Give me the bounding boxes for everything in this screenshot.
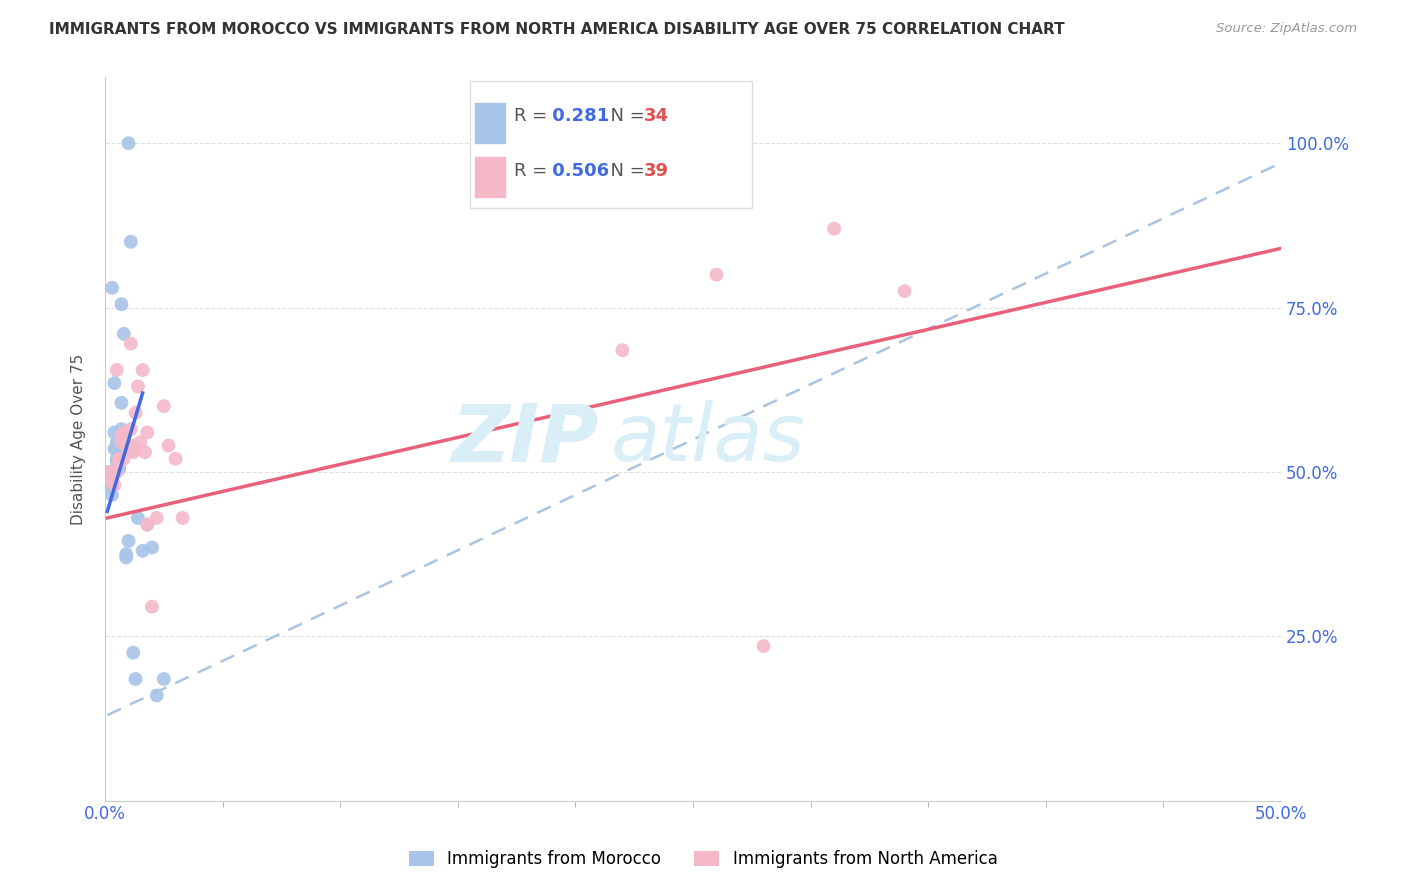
Text: R =: R = — [515, 162, 553, 180]
Point — [112, 425, 135, 440]
Point — [105, 442, 128, 456]
Point — [152, 672, 174, 686]
Point — [105, 435, 128, 450]
Point — [98, 475, 121, 489]
Point — [98, 465, 121, 479]
Text: IMMIGRANTS FROM MOROCCO VS IMMIGRANTS FROM NORTH AMERICA DISABILITY AGE OVER 75 : IMMIGRANTS FROM MOROCCO VS IMMIGRANTS FR… — [49, 22, 1064, 37]
Point — [127, 511, 149, 525]
Point — [103, 425, 125, 440]
Point — [108, 458, 131, 473]
Point — [108, 451, 131, 466]
Point — [145, 689, 167, 703]
Point — [120, 336, 142, 351]
Point — [108, 455, 131, 469]
Point — [122, 646, 145, 660]
Point — [124, 442, 146, 456]
Point — [122, 439, 145, 453]
Point — [165, 451, 187, 466]
Point — [893, 284, 915, 298]
Point — [124, 672, 146, 686]
Point — [752, 639, 775, 653]
Point — [112, 451, 135, 466]
Point — [120, 235, 142, 249]
Point — [131, 543, 153, 558]
Point — [103, 442, 125, 456]
Point — [127, 379, 149, 393]
Text: 0.506: 0.506 — [546, 162, 609, 180]
Point — [145, 511, 167, 525]
Bar — [475, 157, 505, 197]
Point — [103, 465, 125, 479]
Point — [129, 435, 152, 450]
Point — [110, 396, 132, 410]
Point — [152, 399, 174, 413]
Point — [110, 297, 132, 311]
Point — [157, 439, 180, 453]
Point — [706, 268, 728, 282]
Point — [108, 461, 131, 475]
Point — [136, 425, 159, 440]
Point — [122, 445, 145, 459]
Point — [115, 547, 138, 561]
Point — [105, 465, 128, 479]
Point — [115, 550, 138, 565]
Bar — [475, 103, 505, 143]
Point — [117, 533, 139, 548]
Point — [131, 363, 153, 377]
Text: ZIP: ZIP — [451, 400, 599, 478]
Point — [101, 481, 124, 495]
Point — [101, 281, 124, 295]
Point — [136, 517, 159, 532]
Point — [103, 465, 125, 479]
Point — [115, 439, 138, 453]
Point — [124, 406, 146, 420]
Point — [112, 326, 135, 341]
Point — [134, 445, 156, 459]
Text: N =: N = — [599, 162, 651, 180]
Y-axis label: Disability Age Over 75: Disability Age Over 75 — [72, 353, 86, 524]
Point — [98, 465, 121, 479]
Text: atlas: atlas — [610, 400, 806, 478]
Legend: Immigrants from Morocco, Immigrants from North America: Immigrants from Morocco, Immigrants from… — [402, 844, 1004, 875]
Point — [141, 541, 163, 555]
Point — [103, 376, 125, 391]
Point — [658, 136, 681, 151]
Point — [172, 511, 194, 525]
Point — [110, 429, 132, 443]
Text: N =: N = — [599, 107, 651, 125]
Text: R =: R = — [515, 107, 553, 125]
Point — [101, 488, 124, 502]
Text: 0.281: 0.281 — [546, 107, 609, 125]
Point — [115, 425, 138, 440]
Point — [108, 461, 131, 475]
Point — [823, 221, 845, 235]
Point — [110, 435, 132, 450]
Text: 39: 39 — [644, 162, 669, 180]
Point — [136, 517, 159, 532]
Point — [141, 599, 163, 614]
Point — [103, 478, 125, 492]
Point — [117, 136, 139, 151]
Point — [120, 422, 142, 436]
Point — [108, 451, 131, 466]
Text: 34: 34 — [644, 107, 669, 125]
Point — [101, 475, 124, 489]
Point — [110, 422, 132, 436]
Point — [612, 343, 634, 358]
Point — [105, 455, 128, 469]
Text: Source: ZipAtlas.com: Source: ZipAtlas.com — [1216, 22, 1357, 36]
FancyBboxPatch shape — [470, 81, 752, 208]
Point — [105, 363, 128, 377]
Point — [105, 451, 128, 466]
Point — [117, 439, 139, 453]
